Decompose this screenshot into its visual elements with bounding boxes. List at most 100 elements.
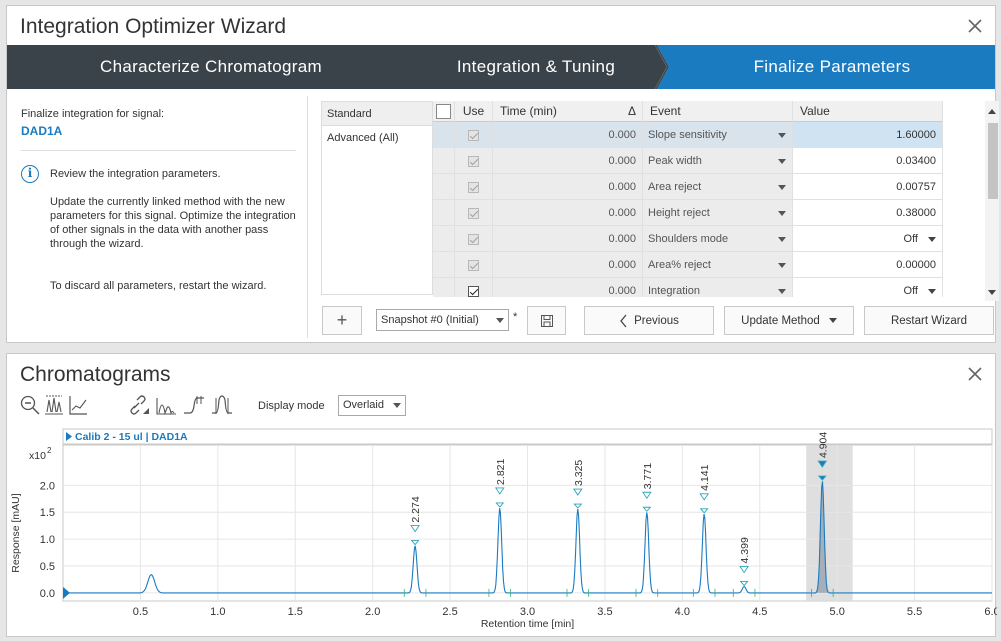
chevron-down-icon[interactable]	[778, 159, 786, 164]
use-cell[interactable]	[455, 252, 493, 278]
link-icon[interactable]	[129, 394, 151, 416]
table-row[interactable]: 0.000 Area reject 0.00757	[433, 174, 945, 200]
value-cell[interactable]: Off	[793, 226, 943, 252]
previous-button[interactable]: Previous	[584, 306, 714, 335]
use-checkbox[interactable]	[468, 259, 479, 271]
x-tick-label: 2.5	[442, 606, 457, 618]
use-checkbox[interactable]	[468, 285, 479, 297]
chevron-down-icon[interactable]	[778, 289, 786, 294]
time-cell[interactable]: 0.000	[493, 278, 643, 297]
event-cell[interactable]: Shoulders mode	[643, 226, 793, 252]
value-cell[interactable]: 0.03400	[793, 148, 943, 174]
chevron-down-icon[interactable]	[778, 263, 786, 268]
step-characterize[interactable]: Characterize Chromatogram	[100, 57, 322, 76]
use-checkbox[interactable]	[468, 129, 479, 141]
chromatogram-plot[interactable]: Calib 2 - 15 ul | DAD1A 0.5 1.0 1.5 2.0 2.5 3.…	[7, 424, 997, 638]
y-exponent: 2	[47, 446, 52, 455]
scroll-up-icon[interactable]	[988, 109, 996, 114]
event-cell[interactable]: Area% reject	[643, 252, 793, 278]
row-header-cell[interactable]	[433, 200, 455, 226]
value-cell[interactable]: Off	[793, 278, 943, 297]
mode-advanced[interactable]: Advanced (All)	[327, 132, 399, 144]
selected-peak-area	[814, 481, 830, 593]
value-cell[interactable]: 0.00757	[793, 174, 943, 200]
chevron-down-icon[interactable]	[778, 185, 786, 190]
event-cell[interactable]: Slope sensitivity	[643, 122, 793, 148]
time-cell[interactable]: 0.000	[493, 122, 643, 148]
event-cell[interactable]: Area reject	[643, 174, 793, 200]
row-header-cell[interactable]	[433, 226, 455, 252]
time-cell[interactable]: 0.000	[493, 252, 643, 278]
row-header-cell[interactable]	[433, 252, 455, 278]
baseline-icon[interactable]	[67, 394, 89, 416]
use-checkbox[interactable]	[468, 207, 479, 219]
grid-scrollbar[interactable]	[985, 101, 999, 301]
scroll-thumb[interactable]	[988, 123, 998, 199]
close-icon[interactable]	[965, 364, 985, 384]
time-cell[interactable]: 0.000	[493, 148, 643, 174]
restart-wizard-button[interactable]: Restart Wizard	[864, 306, 994, 335]
header-event[interactable]: Event	[643, 101, 793, 122]
event-cell[interactable]: Height reject	[643, 200, 793, 226]
row-header-cell[interactable]	[433, 174, 455, 200]
use-cell[interactable]	[455, 148, 493, 174]
snapshot-select[interactable]: Snapshot #0 (Initial)	[376, 309, 509, 331]
use-checkbox[interactable]	[468, 233, 479, 245]
use-cell[interactable]	[455, 278, 493, 297]
scroll-down-icon[interactable]	[988, 290, 996, 295]
chevron-down-icon[interactable]	[928, 237, 936, 242]
use-cell[interactable]	[455, 200, 493, 226]
chromatogram-trace	[63, 481, 992, 594]
peak-area-icon[interactable]	[155, 394, 177, 416]
value-cell[interactable]: 0.38000	[793, 200, 943, 226]
table-row[interactable]: 0.000 Shoulders mode Off	[433, 226, 945, 252]
peak-shape-icon[interactable]	[183, 394, 205, 416]
table-row[interactable]: 0.000 Peak width 0.03400	[433, 148, 945, 174]
update-method-button[interactable]: Update Method	[724, 306, 854, 335]
header-time[interactable]: Time (min) Δ	[493, 101, 643, 122]
row-header-cell[interactable]	[433, 148, 455, 174]
header-use[interactable]: Use	[455, 101, 493, 122]
time-cell[interactable]: 0.000	[493, 200, 643, 226]
row-header-cell[interactable]	[433, 122, 455, 148]
mode-standard[interactable]: Standard	[322, 102, 432, 126]
use-cell[interactable]	[455, 122, 493, 148]
step-finalize-parameters[interactable]: Finalize Parameters	[753, 57, 911, 76]
table-row[interactable]: 0.000 Area% reject 0.00000	[433, 252, 945, 278]
add-parameter-button[interactable]: +	[322, 306, 362, 335]
time-cell[interactable]: 0.000	[493, 174, 643, 200]
table-row[interactable]: 0.000 Slope sensitivity 1.60000	[433, 122, 945, 148]
sort-icon[interactable]: Δ	[627, 104, 636, 118]
row-header-cell[interactable]	[433, 278, 455, 297]
chevron-down-icon[interactable]	[928, 289, 936, 294]
peak-window-icon[interactable]	[211, 394, 233, 416]
peak-label: 4.141	[699, 464, 711, 490]
chevron-down-icon[interactable]	[778, 237, 786, 242]
x-tick-label: 3.5	[597, 606, 612, 618]
table-row[interactable]: 0.000 Height reject 0.38000	[433, 200, 945, 226]
peak-apex-marker	[642, 506, 652, 512]
use-checkbox[interactable]	[468, 155, 479, 167]
table-row[interactable]: 0.000 Integration Off	[433, 278, 945, 297]
zoom-out-icon[interactable]	[19, 394, 41, 416]
event-cell[interactable]: Peak width	[643, 148, 793, 174]
chevron-down-icon[interactable]	[828, 318, 837, 323]
chevron-down-icon[interactable]	[778, 133, 786, 138]
chevron-down-icon[interactable]	[778, 211, 786, 216]
header-value[interactable]: Value	[793, 101, 943, 122]
use-cell[interactable]	[455, 226, 493, 252]
divider	[21, 150, 296, 151]
value-cell[interactable]: 0.00000	[793, 252, 943, 278]
event-cell[interactable]: Integration	[643, 278, 793, 297]
select-all-cell[interactable]	[433, 101, 455, 122]
use-cell[interactable]	[455, 174, 493, 200]
value-label: 0.00757	[896, 181, 936, 193]
time-cell[interactable]: 0.000	[493, 226, 643, 252]
value-cell[interactable]: 1.60000	[793, 122, 943, 148]
display-mode-select[interactable]: Overlaid	[338, 395, 406, 416]
save-snapshot-button[interactable]	[527, 306, 566, 335]
close-icon[interactable]	[965, 16, 985, 36]
use-checkbox[interactable]	[468, 181, 479, 193]
overlay-peaks-icon[interactable]	[43, 394, 65, 416]
step-integration-tuning[interactable]: Integration & Tuning	[456, 57, 616, 76]
